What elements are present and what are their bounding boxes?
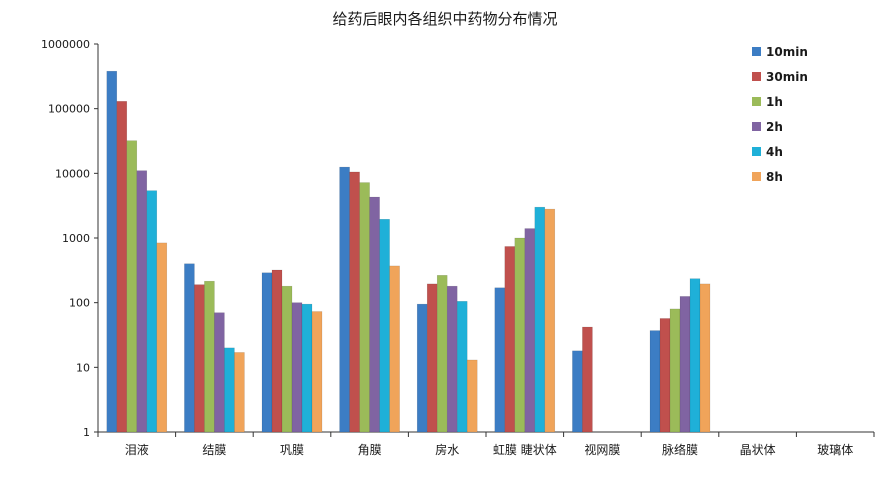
x-tick-label: 晶状体 — [740, 443, 776, 457]
bar-1h-房水 — [436, 275, 448, 433]
bar-10min-脉络膜 — [649, 330, 661, 433]
legend-swatch-1h — [752, 97, 761, 106]
bar-30min-脉络膜 — [659, 318, 671, 433]
bar-4h-泪液 — [146, 190, 158, 433]
bar-4h-虹膜睫状体 — [534, 206, 546, 433]
legend-swatch-10min — [752, 47, 761, 56]
bar-30min-虹膜睫状体 — [504, 246, 516, 433]
bar-8h-脉络膜 — [699, 283, 711, 433]
bar-2h-虹膜睫状体 — [524, 228, 536, 433]
bar-4h-巩膜 — [301, 303, 313, 433]
bar-30min-角膜 — [349, 171, 360, 433]
y-tick-label: 100 — [69, 297, 90, 310]
legend-swatch-30min — [752, 72, 761, 81]
x-tick-label: 脉络膜 — [662, 442, 698, 457]
bar-30min-泪液 — [116, 101, 128, 433]
legend-label-4h: 4h — [766, 145, 783, 159]
bar-10min-虹膜睫状体 — [494, 287, 506, 433]
bar-2h-脉络膜 — [679, 296, 691, 433]
bar-8h-结膜 — [234, 352, 245, 433]
bar-8h-角膜 — [389, 265, 400, 433]
bar-1h-脉络膜 — [669, 308, 681, 433]
bar-10min-巩膜 — [261, 272, 273, 433]
x-tick-label: 结膜 — [202, 443, 226, 457]
bar-30min-巩膜 — [271, 269, 283, 433]
y-tick-label: 10000 — [55, 167, 90, 180]
bar-2h-结膜 — [214, 312, 225, 433]
legend: 10min 30min 1h 2h 4h 8h — [752, 45, 808, 184]
y-tick-label: 10 — [76, 361, 90, 374]
bar-4h-脉络膜 — [689, 278, 701, 433]
bar-10min-视网膜 — [572, 350, 583, 433]
bar-2h-巩膜 — [291, 302, 303, 433]
bar-10min-泪液 — [106, 70, 118, 433]
legend-label-8h: 8h — [766, 170, 783, 184]
bar-8h-巩膜 — [311, 311, 323, 433]
x-tick-label: 角膜 — [358, 443, 382, 457]
chart-title: 给药后眼内各组织中药物分布情况 — [332, 10, 557, 28]
bar-30min-结膜 — [194, 284, 205, 433]
bar-2h-角膜 — [369, 196, 380, 433]
bars — [106, 70, 711, 433]
x-tick-label: 视网膜 — [584, 442, 620, 457]
x-tick-label: 玻璃体 — [817, 443, 853, 457]
bar-1h-虹膜睫状体 — [514, 237, 526, 433]
legend-label-30min: 30min — [766, 70, 808, 84]
bar-1h-巩膜 — [281, 285, 293, 433]
bar-4h-结膜 — [224, 347, 235, 433]
y-tick-label: 1000000 — [41, 38, 90, 51]
bar-10min-角膜 — [339, 166, 350, 433]
legend-swatch-8h — [752, 172, 761, 181]
bar-1h-泪液 — [126, 140, 138, 433]
bar-30min-视网膜 — [582, 326, 593, 433]
bar-2h-房水 — [446, 285, 458, 433]
y-tick-label: 100000 — [48, 103, 90, 116]
x-axis: 泪液 结膜 巩膜 角膜 房水 虹膜 睫状体 视网膜 脉络膜 晶状体 玻璃体 — [97, 432, 875, 457]
bar-2h-泪液 — [136, 170, 148, 433]
x-tick-label: 虹膜 睫状体 — [493, 443, 557, 457]
bar-8h-虹膜睫状体 — [544, 208, 556, 433]
bar-1h-角膜 — [359, 182, 370, 433]
y-tick-label: 1 — [83, 426, 90, 439]
x-tick-label: 巩膜 — [280, 443, 304, 457]
x-tick-label: 泪液 — [125, 442, 149, 457]
legend-label-2h: 2h — [766, 120, 783, 134]
legend-label-1h: 1h — [766, 95, 783, 109]
legend-swatch-4h — [752, 147, 761, 156]
x-tick-label: 房水 — [435, 442, 459, 457]
bar-30min-房水 — [426, 283, 438, 433]
legend-swatch-2h — [752, 122, 761, 131]
bar-10min-结膜 — [184, 263, 195, 433]
bar-10min-房水 — [416, 303, 428, 433]
y-axis: 1 10 100 1000 10000 100000 1000000 — [41, 38, 98, 439]
bar-8h-泪液 — [156, 242, 168, 433]
bar-4h-房水 — [456, 301, 468, 433]
bar-8h-房水 — [466, 359, 478, 433]
bar-1h-结膜 — [204, 280, 215, 433]
bar-4h-角膜 — [379, 218, 390, 433]
y-tick-label: 1000 — [62, 232, 90, 245]
legend-label-10min: 10min — [766, 45, 808, 59]
